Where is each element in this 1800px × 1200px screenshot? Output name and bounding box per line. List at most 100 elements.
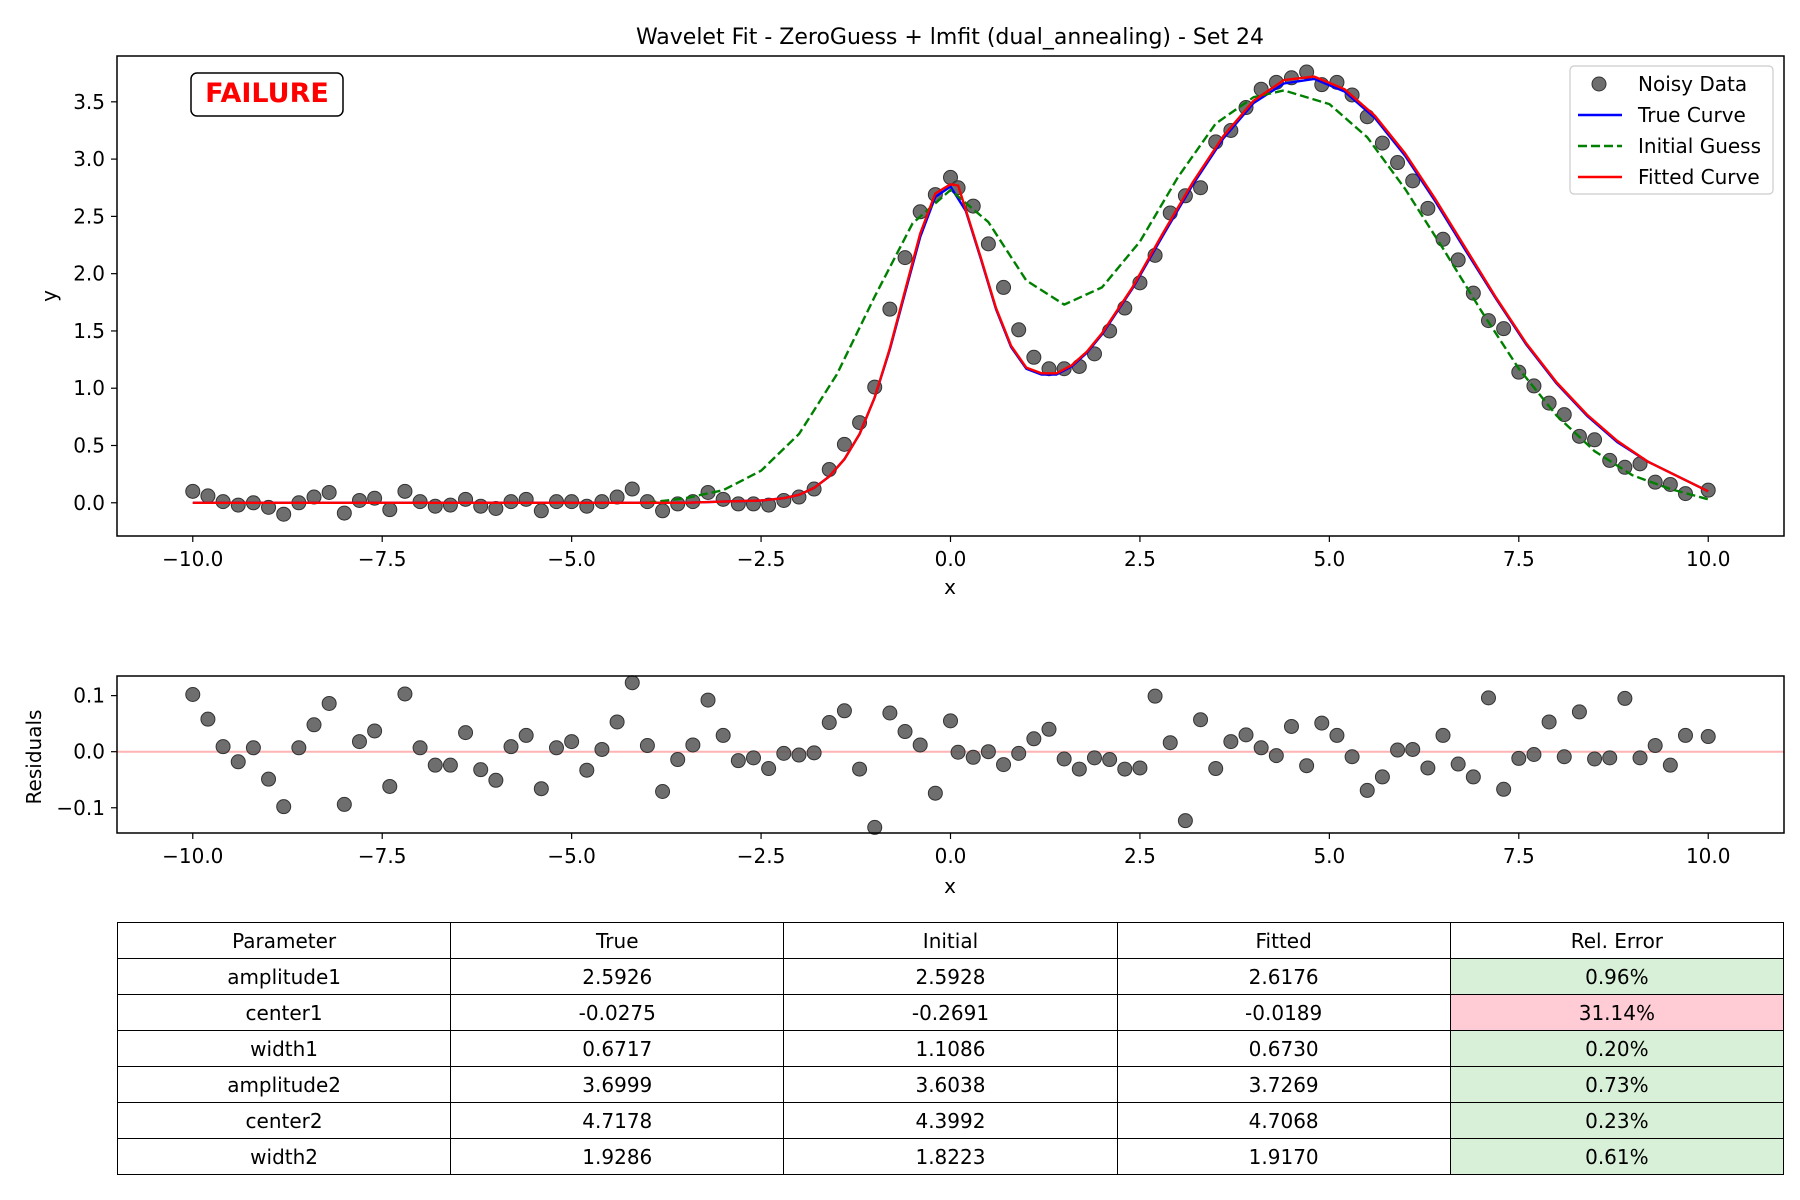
main-x-tick-label: 5.0 <box>1313 547 1345 571</box>
failure-badge: FAILURE <box>190 72 344 117</box>
main-data-point <box>1541 395 1557 411</box>
table-header-cell: Fitted <box>1116 922 1451 959</box>
rel-error-cell: 31.14% <box>1449 994 1785 1031</box>
main-y-tick-label: 1.0 <box>73 376 105 400</box>
table-cell: -0.2691 <box>783 994 1118 1031</box>
main-true-curve-line <box>192 77 1709 504</box>
residuals-data-point <box>442 757 458 773</box>
residuals-data-point <box>670 752 686 768</box>
residuals-data-point <box>503 739 519 755</box>
table-cell: 1.8223 <box>783 1138 1118 1175</box>
residuals-data-point <box>488 772 504 788</box>
residuals-data-point <box>980 744 996 760</box>
residuals-x-tick-label: −10.0 <box>162 844 223 868</box>
main-data-point <box>306 489 322 505</box>
residuals-data-point <box>927 785 943 801</box>
main-x-tick-label: 10.0 <box>1686 547 1731 571</box>
main-data-point <box>1587 432 1603 448</box>
residuals-y-tick-label: −0.1 <box>56 796 105 820</box>
residuals-data-point <box>1344 749 1360 765</box>
main-y-tick-label: 0.0 <box>73 491 105 515</box>
main-plot-frame <box>116 55 1785 537</box>
main-x-tick-label: 2.5 <box>1124 547 1156 571</box>
residuals-data-point <box>806 745 822 761</box>
residuals-data-point <box>1208 761 1224 777</box>
residuals-data-point <box>1587 751 1603 767</box>
table-cell: -0.0275 <box>450 994 785 1031</box>
residuals-data-point <box>1617 690 1633 706</box>
residuals-data-point <box>185 687 201 703</box>
residuals-x-tick-label: 0.0 <box>935 844 967 868</box>
main-initial-guess-line <box>647 89 1709 504</box>
residuals-data-point <box>261 771 277 787</box>
table-cell: 2.5926 <box>450 958 785 995</box>
residuals-data-point <box>1700 729 1716 745</box>
main-data-point <box>442 497 458 513</box>
table-cell: 0.6730 <box>1116 1030 1451 1067</box>
main-x-tick-label: −2.5 <box>737 547 786 571</box>
main-data-point <box>397 483 413 499</box>
table-header-cell: True <box>450 922 785 959</box>
residuals-scatter-series <box>185 675 1716 835</box>
residuals-data-point <box>1571 704 1587 720</box>
residuals-data-point <box>1299 758 1315 774</box>
residuals-data-point <box>1223 734 1239 750</box>
table-cell: 3.6038 <box>783 1066 1118 1103</box>
residuals-data-point <box>1647 738 1663 754</box>
table-row: center1 -0.0275 -0.2691 -0.0189 31.14% <box>116 994 1785 1031</box>
residuals-data-point <box>1071 761 1087 777</box>
residuals-data-point <box>1526 747 1542 762</box>
main-scatter-series <box>185 64 1716 522</box>
residuals-x-tick-label: 5.0 <box>1313 844 1345 868</box>
residuals-x-axis: −10.0 −7.5 −5.0 −2.5 0.0 2.5 5.0 7.5 10.0 <box>162 833 1730 868</box>
residuals-data-point <box>1662 757 1678 773</box>
table-row: amplitude2 3.6999 3.6038 3.7269 0.73% <box>116 1066 1785 1103</box>
main-data-point <box>996 279 1012 295</box>
residuals-data-point <box>1602 750 1618 766</box>
residuals-data-point <box>1283 718 1299 734</box>
legend-marker <box>1591 76 1607 92</box>
residuals-data-point <box>1086 750 1102 766</box>
residuals-data-point <box>1556 749 1572 765</box>
rel-error-cell: 0.96% <box>1449 958 1785 995</box>
residuals-data-point <box>321 695 337 711</box>
main-x-tick-label: 7.5 <box>1503 547 1535 571</box>
residuals-y-axis: −0.1 0.0 0.1 <box>56 684 117 820</box>
residuals-data-point <box>943 713 958 729</box>
main-y-tick-label: 2.5 <box>73 204 105 228</box>
legend-label: Initial Guess <box>1638 134 1761 158</box>
residuals-data-point <box>1102 752 1118 768</box>
residuals-data-point <box>397 686 413 702</box>
residuals-data-point <box>761 761 777 777</box>
residuals-x-tick-label: 10.0 <box>1686 844 1731 868</box>
main-data-point <box>965 198 981 214</box>
residuals-plot <box>117 675 1784 835</box>
table-row: amplitude1 2.5926 2.5928 2.6176 0.96% <box>116 958 1785 995</box>
main-y-tick-label: 2.0 <box>73 262 105 286</box>
residuals-data-point <box>867 819 883 835</box>
residuals-data-point <box>1465 769 1481 785</box>
residuals-data-point <box>1632 750 1648 766</box>
residuals-data-point <box>897 724 913 740</box>
parameter-table: Parameter True Initial Fitted Rel. Error amp… <box>116 922 1785 1175</box>
residuals-data-point <box>1117 761 1133 777</box>
table-cell: amplitude2 <box>116 1066 452 1103</box>
residuals-data-point <box>1329 727 1345 743</box>
main-y-tick-label: 1.5 <box>73 319 105 343</box>
main-y-tick-label: 3.0 <box>73 147 105 171</box>
main-y-axis-label: y <box>37 290 61 302</box>
table-cell: 3.6999 <box>450 1066 785 1103</box>
table-header-row: Parameter True Initial Fitted Rel. Error <box>116 922 1785 959</box>
main-data-point <box>488 501 504 517</box>
main-data-point <box>1677 486 1693 502</box>
legend-item: Fitted Curve <box>1578 165 1760 189</box>
main-data-point <box>1193 180 1209 196</box>
residuals-data-point <box>594 741 610 757</box>
legend-item: True Curve <box>1578 103 1746 127</box>
table-cell: center1 <box>116 994 452 1031</box>
legend-label: True Curve <box>1637 103 1746 127</box>
table-cell: center2 <box>116 1102 452 1139</box>
residuals-data-point <box>1253 740 1269 756</box>
main-data-point <box>655 503 671 519</box>
table-header-cell: Initial <box>783 922 1118 959</box>
